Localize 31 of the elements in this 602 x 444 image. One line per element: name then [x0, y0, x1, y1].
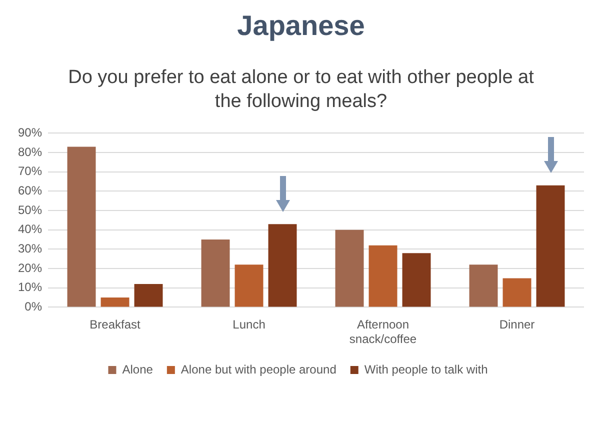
bar [402, 253, 431, 307]
bar [335, 230, 364, 307]
bar [536, 185, 565, 307]
legend-label: With people to talk with [364, 362, 488, 376]
legend-label: Alone [122, 362, 154, 376]
bar [67, 146, 96, 307]
legend-label: Alone but with people around [180, 362, 336, 376]
chart-title: Japanese [236, 10, 366, 43]
y-tick-label: 30% [18, 242, 42, 256]
bar [502, 278, 532, 307]
y-tick-label: 50% [18, 202, 42, 217]
y-tick-label: 10% [18, 280, 42, 294]
x-tick-label: Dinner [499, 318, 535, 332]
bar [201, 240, 230, 307]
y-tick-label: 90% [18, 126, 42, 140]
x-tick-label: Breakfast [90, 318, 142, 332]
bar [134, 284, 163, 307]
x-tick-label: Lunch [232, 318, 266, 332]
y-tick-label: 40% [18, 222, 42, 236]
y-tick-label: 60% [18, 184, 42, 198]
y-tick-label: 20% [18, 260, 42, 275]
y-tick-label: 0% [24, 300, 42, 314]
bar [234, 264, 264, 307]
bar [368, 245, 398, 307]
y-tick-label: 80% [18, 144, 42, 159]
bar [100, 298, 130, 307]
bar [469, 264, 498, 307]
y-tick-label: 70% [18, 164, 42, 178]
chart-subtitle: Do you prefer to eat alone or to eat with other people at the following meals? [67, 66, 535, 114]
bar [268, 224, 297, 307]
x-tick-label: Afternoon snack/coffee [349, 318, 417, 346]
